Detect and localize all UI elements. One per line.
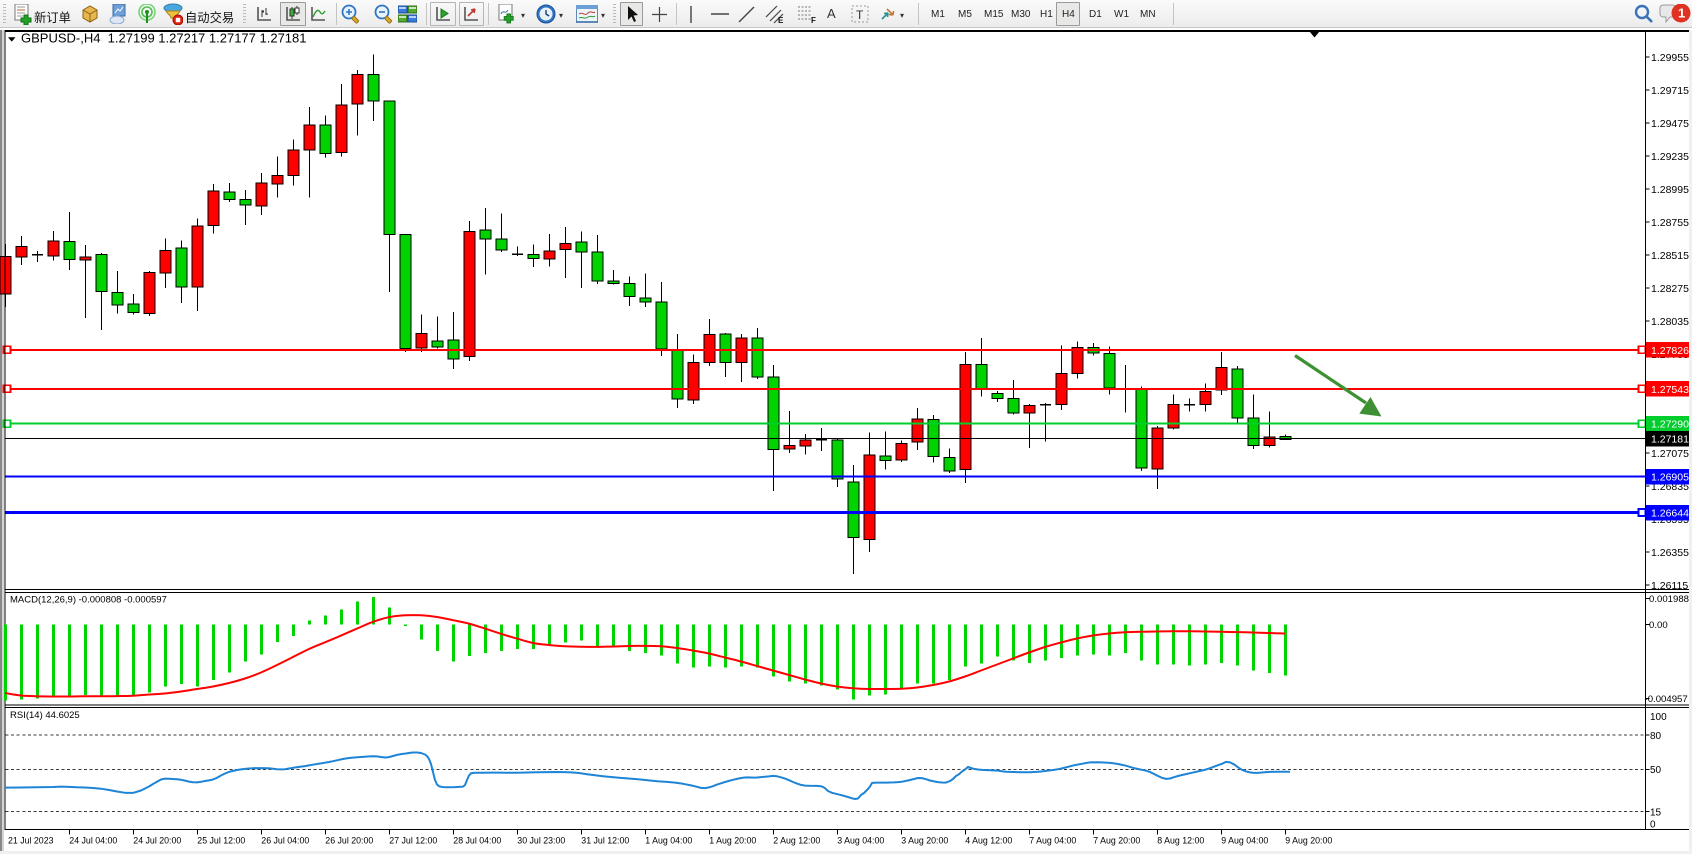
svg-text:1.27543: 1.27543: [1651, 384, 1689, 396]
svg-text:0.001988: 0.001988: [1649, 594, 1689, 605]
svg-text:50: 50: [1650, 765, 1662, 776]
svg-text:21 Jul 2023: 21 Jul 2023: [8, 836, 54, 846]
svg-text:28 Jul 04:00: 28 Jul 04:00: [453, 836, 501, 846]
svg-text:4 Aug 12:00: 4 Aug 12:00: [965, 836, 1012, 846]
svg-text:7 Aug 04:00: 7 Aug 04:00: [1029, 836, 1076, 846]
svg-text:1.27826: 1.27826: [1651, 345, 1689, 357]
svg-text:1.29235: 1.29235: [1651, 151, 1689, 163]
svg-text:-0.004957: -0.004957: [1645, 694, 1688, 705]
svg-text:31 Jul 12:00: 31 Jul 12:00: [581, 836, 629, 846]
svg-text:9 Aug 04:00: 9 Aug 04:00: [1221, 836, 1268, 846]
svg-text:2 Aug 12:00: 2 Aug 12:00: [773, 836, 820, 846]
svg-text:0: 0: [1650, 819, 1656, 830]
svg-text:0.00: 0.00: [1649, 620, 1668, 631]
svg-text:30 Jul 23:00: 30 Jul 23:00: [517, 836, 565, 846]
svg-text:25 Jul 12:00: 25 Jul 12:00: [197, 836, 245, 846]
svg-text:100: 100: [1650, 712, 1667, 723]
svg-text:1.29955: 1.29955: [1651, 52, 1689, 64]
svg-text:1.26644: 1.26644: [1651, 508, 1689, 520]
svg-text:1.28275: 1.28275: [1651, 283, 1689, 295]
svg-text:24 Jul 04:00: 24 Jul 04:00: [69, 836, 117, 846]
svg-text:F: F: [811, 16, 816, 24]
svg-text:1.28035: 1.28035: [1651, 316, 1689, 328]
svg-text:RSI(14) 44.6025: RSI(14) 44.6025: [10, 710, 80, 721]
svg-text:1.29715: 1.29715: [1651, 85, 1689, 97]
svg-text:GBPUSD-,H4 1.27199 1.27217 1.: GBPUSD-,H4 1.27199 1.27217 1.27177 1.271…: [21, 31, 307, 46]
svg-text:26 Jul 20:00: 26 Jul 20:00: [325, 836, 373, 846]
svg-text:1: 1: [1678, 6, 1685, 21]
svg-text:1.26905: 1.26905: [1651, 472, 1689, 484]
svg-text:1.27075: 1.27075: [1651, 448, 1689, 460]
svg-text:8 Aug 12:00: 8 Aug 12:00: [1157, 836, 1204, 846]
svg-text:1 Aug 04:00: 1 Aug 04:00: [645, 836, 692, 846]
svg-text:3 Aug 20:00: 3 Aug 20:00: [901, 836, 948, 846]
svg-text:9 Aug 20:00: 9 Aug 20:00: [1285, 836, 1332, 846]
svg-text:1 Aug 20:00: 1 Aug 20:00: [709, 836, 756, 846]
svg-text:27 Jul 12:00: 27 Jul 12:00: [389, 836, 437, 846]
svg-text:1.27290: 1.27290: [1651, 419, 1689, 431]
svg-text:24 Jul 20:00: 24 Jul 20:00: [133, 836, 181, 846]
svg-text:1.29475: 1.29475: [1651, 118, 1689, 130]
svg-text:26 Jul 04:00: 26 Jul 04:00: [261, 836, 309, 846]
svg-text:1.28755: 1.28755: [1651, 217, 1689, 229]
svg-text:E: E: [778, 16, 784, 24]
svg-text:1.26115: 1.26115: [1651, 580, 1688, 592]
svg-text:MACD(12,26,9) -0.000808 -0.000: MACD(12,26,9) -0.000808 -0.000597: [10, 595, 167, 606]
svg-text:80: 80: [1650, 731, 1662, 742]
svg-text:1.26355: 1.26355: [1651, 547, 1689, 559]
svg-text:1.27181: 1.27181: [1651, 434, 1689, 446]
svg-text:T: T: [856, 8, 864, 22]
svg-text:3 Aug 04:00: 3 Aug 04:00: [837, 836, 884, 846]
svg-text:7 Aug 20:00: 7 Aug 20:00: [1093, 836, 1140, 846]
svg-text:1.28515: 1.28515: [1651, 250, 1689, 262]
svg-text:15: 15: [1650, 808, 1662, 819]
svg-text:1.28995: 1.28995: [1651, 184, 1689, 196]
